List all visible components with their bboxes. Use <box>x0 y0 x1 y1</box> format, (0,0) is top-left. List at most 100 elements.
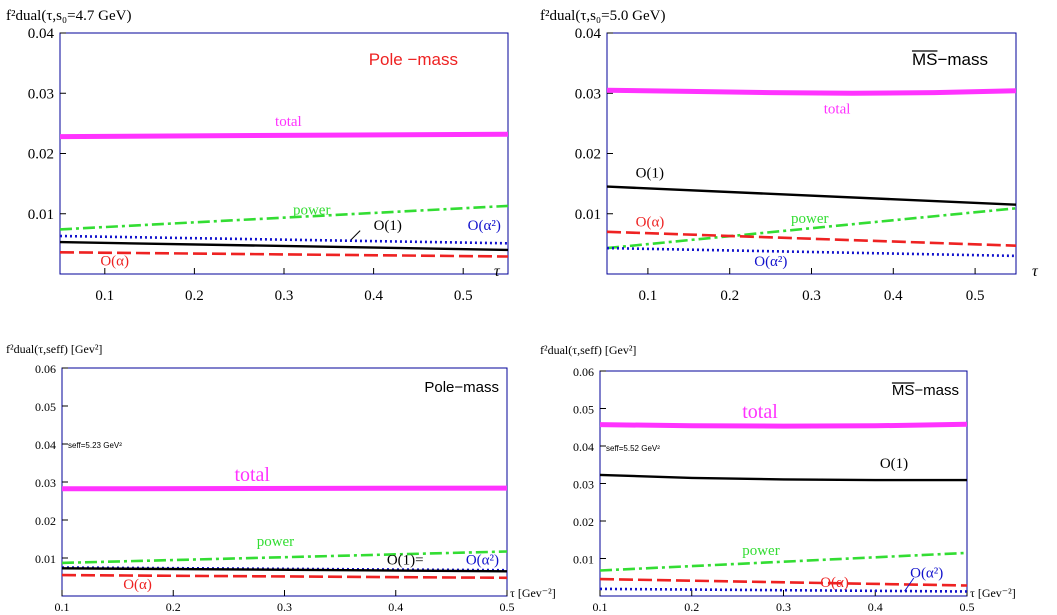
chart-panel-3: f²dual(τ,seff) [Gev²] 0.01 0.02 0.03 0.04 0.0… <box>6 342 556 614</box>
series-label-Oalpha: O(α) <box>123 577 152 593</box>
series-line-Oalpha <box>599 577 968 587</box>
y-tick-label: 0.03 <box>35 476 56 490</box>
x-tick-label: 0.3 <box>776 600 791 614</box>
series-line-Oalpha <box>61 573 508 580</box>
y-tick-label: 0.04 <box>28 26 55 42</box>
scheme-label: MS−mass <box>892 382 959 399</box>
y-tick-label: 0.06 <box>573 365 594 379</box>
plot-frame <box>61 367 508 597</box>
x-axis-label: τ [Gev⁻²] <box>510 586 556 600</box>
y-tick-label: 0.01 <box>28 207 54 223</box>
seff-note: seff=5.52 GeV² <box>606 444 660 453</box>
x-tick-label: 0.5 <box>966 288 985 304</box>
series-line-O1 <box>61 567 508 573</box>
series-label-O1: O(1)= <box>387 552 424 568</box>
x-axis-label: τ [Gev⁻²] <box>970 586 1016 600</box>
scheme-label: Pole−mass <box>424 379 499 396</box>
y-axis-label: f²dual(τ,s₀=5.0 GeV) <box>540 8 665 24</box>
series-line-O1 <box>599 473 967 482</box>
series-line-total <box>599 421 968 429</box>
x-tick-label: 0.4 <box>364 288 383 304</box>
series-line-power <box>61 550 508 565</box>
y-tick-label: 0.01 <box>573 553 594 567</box>
plot-frame <box>606 32 1017 275</box>
series-label-Oalpha2: O(α²) <box>910 565 943 581</box>
series-label-Oalpha: O(α) <box>636 214 665 230</box>
y-tick-label: 0.06 <box>35 362 56 376</box>
label-leader-Oalpha2 <box>904 577 915 592</box>
x-tick-label: 0.2 <box>720 288 739 304</box>
y-tick-label: 0.02 <box>28 147 54 163</box>
x-tick-label: 0.1 <box>55 600 70 614</box>
y-tick-label: 0.03 <box>575 86 601 102</box>
x-tick-label: 0.5 <box>500 600 515 614</box>
series-line-Oalpha <box>59 251 509 258</box>
chart-panel-4: f²dual(τ,seff) [Gev²] 0.01 0.02 0.03 0.04 0.0… <box>540 343 1016 614</box>
series-line-Oalpha <box>606 230 1017 247</box>
series-line-Oalpha2 <box>599 587 968 593</box>
series-label-power: power <box>742 543 780 559</box>
seff-note: seff=5.23 GeV² <box>68 441 122 450</box>
series-label-O1: O(1) <box>636 166 664 182</box>
y-tick-label: 0.03 <box>573 478 594 492</box>
y-tick-label: 0.04 <box>575 26 602 42</box>
y-axis-label: f²dual(τ,seff) [Gev²] <box>540 343 636 357</box>
x-tick-label: 0.4 <box>388 600 403 614</box>
series-label-O1: O(1) <box>880 456 908 472</box>
x-tick-label: 0.1 <box>639 288 658 304</box>
x-tick-label: 0.4 <box>868 600 883 614</box>
series-label-Oalpha: O(α) <box>820 575 849 591</box>
x-tick-label: 0.5 <box>454 288 473 304</box>
y-tick-label: 0.05 <box>573 403 594 417</box>
x-axis-label: τ <box>1032 263 1039 280</box>
plot-frame <box>599 370 968 597</box>
x-tick-label: 0.3 <box>275 288 294 304</box>
series-label-O1: O(1) <box>374 218 402 234</box>
y-tick-label: 0.04 <box>573 440 594 454</box>
series-line-power <box>599 551 968 572</box>
x-tick-label: 0.2 <box>166 600 181 614</box>
series-line-total <box>606 87 1017 96</box>
series-line-power <box>59 204 509 231</box>
series-line-O1 <box>59 240 509 252</box>
series-label-power: power <box>257 534 295 550</box>
chart-panel-1: f²dual(τ,s₀=4.7 GeV) 0.01 0.02 0.03 0.04 0.1 0… <box>6 8 509 304</box>
series-label-Oalpha2: O(α²) <box>468 218 501 234</box>
scheme-label: Pole −mass <box>369 50 458 69</box>
x-tick-label: 0.3 <box>802 288 821 304</box>
series-line-Oalpha2 <box>606 246 1017 258</box>
chart-panel-2: f²dual(τ,s₀=5.0 GeV) 0.01 0.02 0.03 0.04 0.1 0… <box>540 8 1039 304</box>
series-line-O1 <box>606 185 1017 206</box>
series-line-total <box>61 485 508 492</box>
series-label-total: total <box>234 464 270 486</box>
scheme-label: MS−mass <box>912 50 988 69</box>
x-tick-label: 0.1 <box>95 288 114 304</box>
x-tick-label: 0.2 <box>684 600 699 614</box>
y-tick-label: 0.03 <box>28 86 54 102</box>
y-axis-label: f²dual(τ,s₀=4.7 GeV) <box>6 8 131 24</box>
plot-frame <box>59 32 509 275</box>
series-label-Oalpha2: O(α²) <box>754 254 787 270</box>
series-label-total: total <box>824 102 851 118</box>
y-tick-label: 0.02 <box>573 515 594 529</box>
series-label-power: power <box>791 211 829 227</box>
series-label-Oalpha: O(α) <box>100 254 129 270</box>
x-tick-label: 0.2 <box>185 288 204 304</box>
y-tick-label: 0.02 <box>575 147 601 163</box>
y-tick-label: 0.05 <box>35 400 56 414</box>
y-axis-label: f²dual(τ,seff) [Gev²] <box>6 342 102 356</box>
series-label-total: total <box>275 114 302 130</box>
x-tick-label: 0.1 <box>593 600 608 614</box>
y-tick-label: 0.02 <box>35 514 56 528</box>
x-tick-label: 0.4 <box>884 288 903 304</box>
series-label-total: total <box>742 401 778 423</box>
series-label-power: power <box>293 202 331 218</box>
x-axis-label: τ <box>494 263 501 280</box>
y-tick-label: 0.04 <box>35 438 56 452</box>
series-line-total <box>59 131 509 140</box>
label-leader-O1 <box>350 230 361 241</box>
x-tick-label: 0.5 <box>960 600 975 614</box>
x-tick-label: 0.3 <box>277 600 292 614</box>
series-label-Oalpha2: O(α²) <box>466 552 499 568</box>
